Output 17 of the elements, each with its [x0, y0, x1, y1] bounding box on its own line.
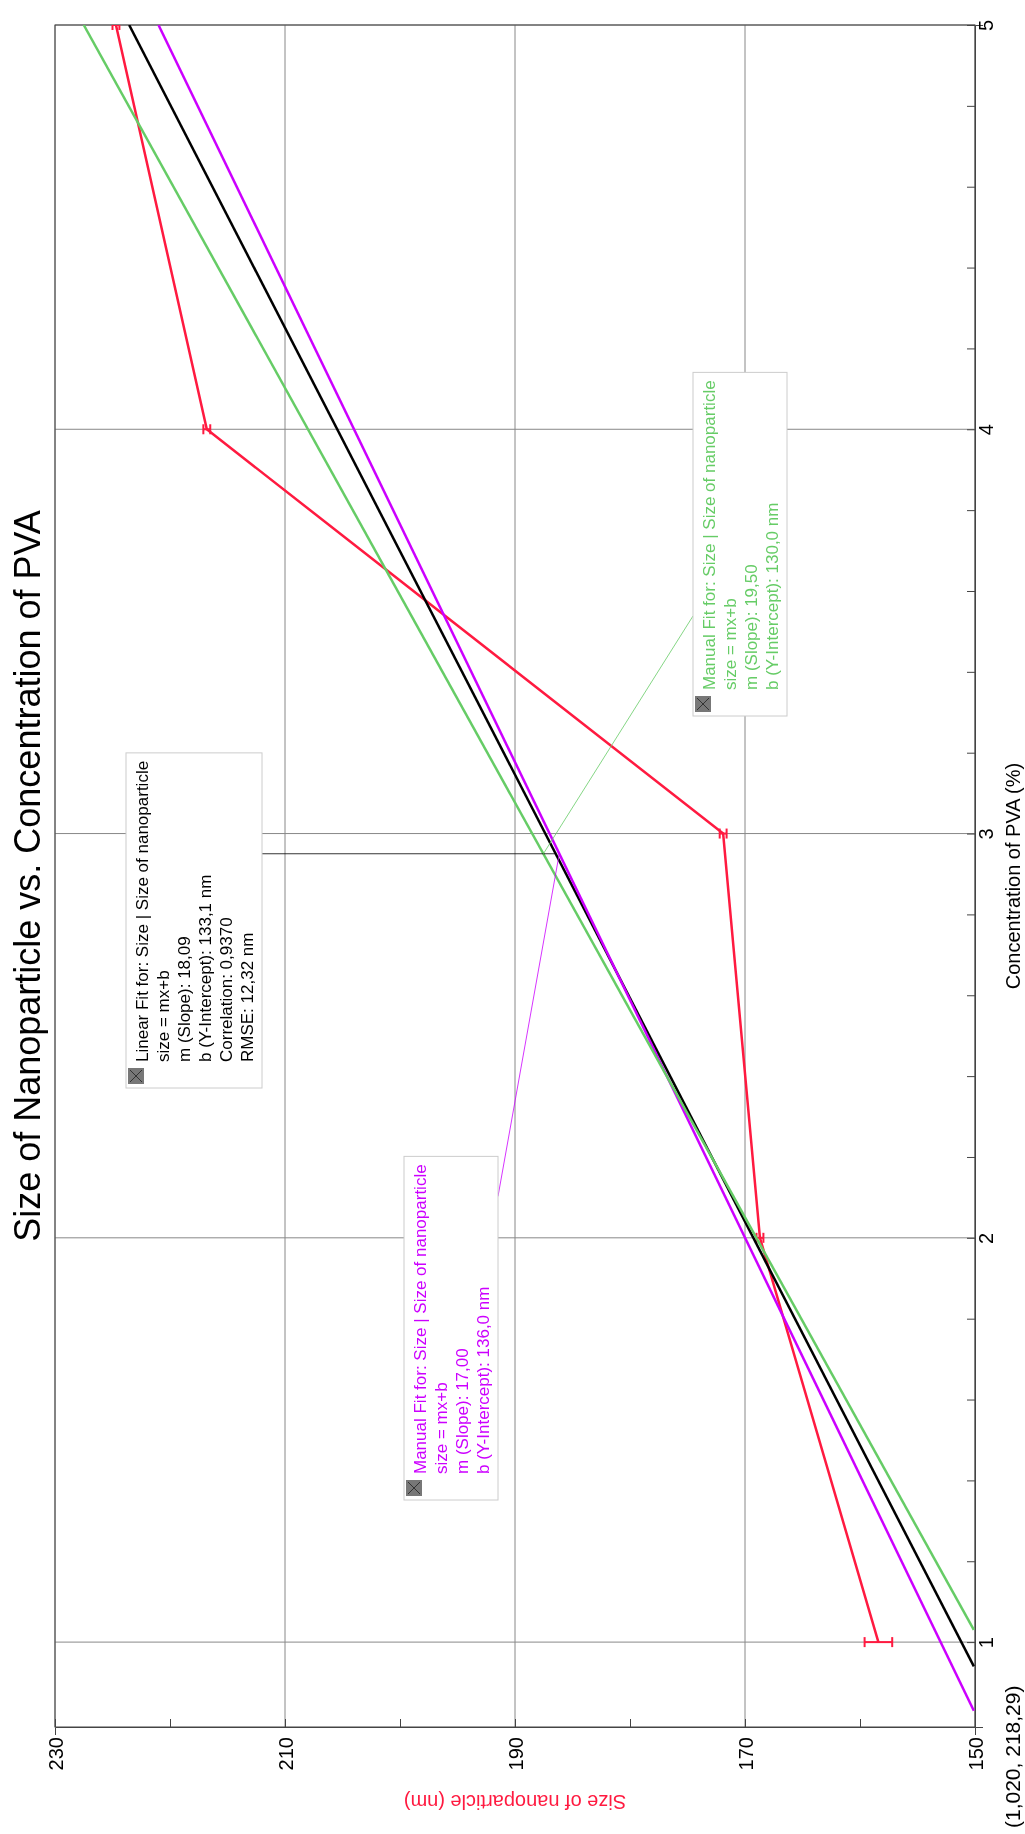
annotation: Linear Fit for: Size | Size of nanoparticle size = mx+b m (Slope): 18,09 b (Y-Intercept): 133,1 nm Correlation: 0,9370 RMSE: 12,32 nm	[133, 760, 257, 1062]
annotation: Manual Fit for: Size | Size of nanoparticle size = mx+b m (Slope): 17,00 b (Y-Intercept): 136,0 nm	[411, 1164, 493, 1474]
y-tick-label: 5	[975, 19, 997, 32]
y-tick-label: 1	[975, 1637, 997, 1649]
text: (1,020, 218,29)	[1001, 1685, 1025, 1828]
annotation: Manual Fit for: Size | Size of nanoparticle size = mx+b m (Slope): 19,50 b (Y-Intercept): 130,0 nm	[700, 380, 782, 690]
x-tick-label: 210	[274, 1737, 297, 1771]
text: Size of Nanoparticle vs. Concentration of PVA	[7, 510, 48, 1242]
x-axis-title: Size of nanoparticle (nm)	[403, 1791, 627, 1813]
y-tick-label: 2	[975, 1232, 997, 1244]
x-tick-label: 230	[44, 1737, 67, 1771]
y-axis-title: Concentration of PVA (%)	[1002, 762, 1024, 990]
x-tick-label: 170	[734, 1737, 757, 1771]
y-tick-label: 3	[975, 828, 997, 840]
x-tick-label: 150	[964, 1737, 987, 1771]
y-tick-label: 4	[975, 424, 997, 436]
x-tick-label: 190	[504, 1737, 527, 1771]
